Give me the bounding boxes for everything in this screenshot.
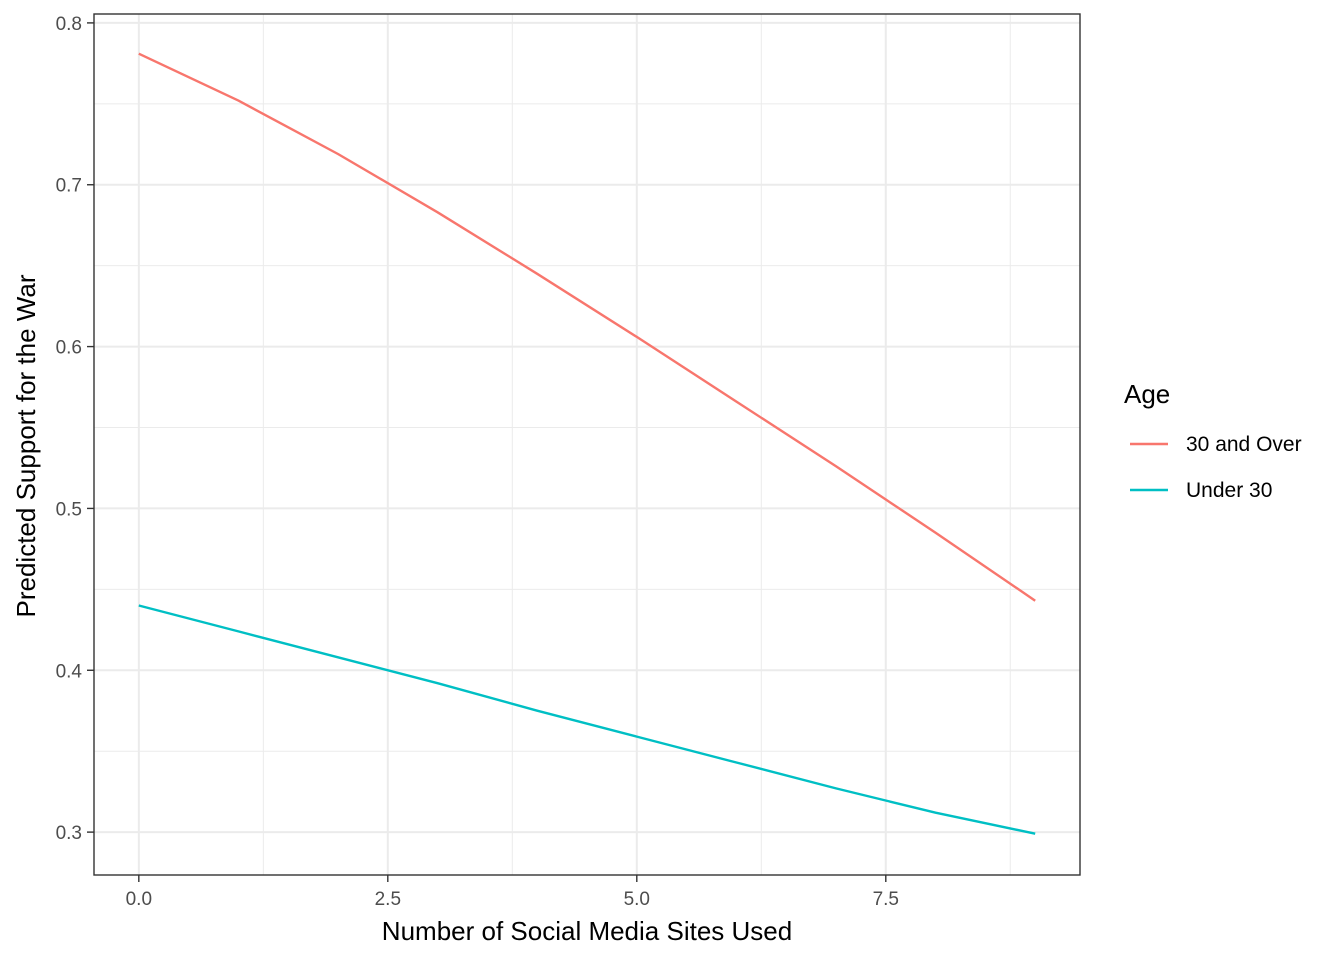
legend: Age 30 and Over Under 30 xyxy=(1124,379,1302,502)
y-tick-label: 0.8 xyxy=(56,14,82,35)
x-tick-label: 0.0 xyxy=(126,889,152,910)
legend-item-under-30: Under 30 xyxy=(1130,479,1272,502)
y-axis-title: Predicted Support for the War xyxy=(11,274,41,617)
y-tick-label: 0.4 xyxy=(56,661,83,682)
plot-panel-border xyxy=(93,13,1081,876)
major-gridlines xyxy=(94,14,1080,875)
y-tick-label: 0.6 xyxy=(56,338,82,359)
y-tick-label: 0.5 xyxy=(56,499,82,520)
x-axis-title: Number of Social Media Sites Used xyxy=(382,916,792,946)
legend-label: 30 and Over xyxy=(1186,433,1302,456)
x-axis: 0.0 2.5 5.0 7.5 xyxy=(126,875,899,910)
legend-item-30-and-over: 30 and Over xyxy=(1130,433,1302,456)
x-tick-label: 2.5 xyxy=(375,889,401,910)
series-line-30-and-over xyxy=(138,52,1036,602)
x-tick-label: 5.0 xyxy=(624,889,650,910)
minor-gridlines xyxy=(94,14,1080,875)
legend-label: Under 30 xyxy=(1186,479,1272,502)
y-axis: 0.3 0.4 0.5 0.6 0.7 0.8 xyxy=(56,14,94,844)
legend-title: Age xyxy=(1124,379,1170,409)
x-tick-label: 7.5 xyxy=(873,889,899,910)
series-line-under-30 xyxy=(138,604,1036,835)
y-tick-label: 0.7 xyxy=(56,176,82,197)
y-tick-label: 0.3 xyxy=(56,823,82,844)
series-lines xyxy=(138,52,1036,835)
